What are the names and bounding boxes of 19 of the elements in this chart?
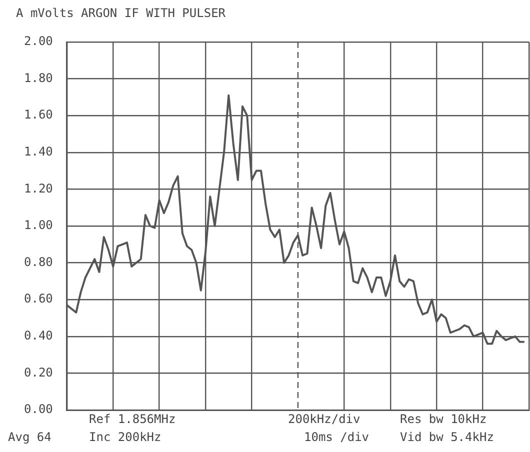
text: 10ms /div	[304, 430, 370, 444]
y-tick-label: 0.40	[24, 328, 53, 343]
y-tick-label: 0.20	[24, 365, 53, 380]
y-tick-label: 0.80	[24, 254, 53, 269]
y-tick-label: 0.60	[24, 292, 53, 306]
text: Res bw 10kHz	[400, 412, 487, 426]
text: 200kHz/div	[288, 412, 360, 426]
text: Ref 1.856MHz	[89, 412, 176, 426]
y-tick-label: 1.00	[24, 218, 53, 232]
text: Vid bw 5.4kHz	[400, 430, 494, 444]
y-tick-label: 2.00	[24, 34, 53, 48]
y-tick-label: 1.40	[24, 144, 53, 159]
y-tick-label: 0.00	[24, 402, 53, 416]
y-tick-label: 1.80	[24, 70, 53, 85]
text: Avg 64	[8, 430, 52, 444]
chart-title: A mVolts ARGON IF WITH PULSER	[16, 6, 226, 20]
y-tick-label: 1.20	[24, 181, 53, 196]
text: Inc 200kHz	[89, 430, 162, 444]
y-tick-label: 1.60	[24, 108, 53, 122]
